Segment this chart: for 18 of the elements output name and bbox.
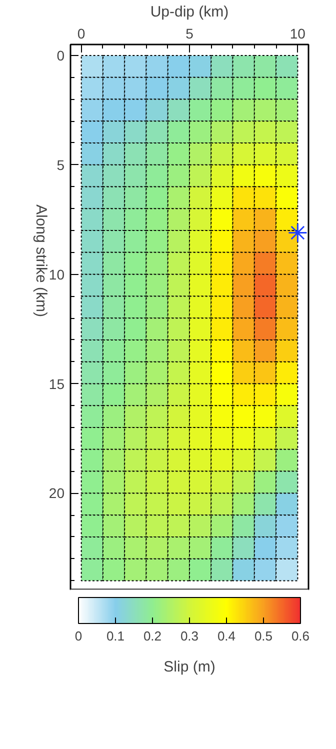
x-tick-label: 5 [186,26,194,42]
y-axis-title: Along strike (km) [32,204,50,318]
color-bar-label: 0.2 [143,628,162,644]
color-bar-label: 0 [74,628,82,644]
color-bar-label: 0.3 [180,628,199,644]
color-bar-title: Slip (m) [164,658,216,676]
color-bar-label: 0.1 [106,628,125,644]
color-bar-label: 0.4 [217,628,236,644]
y-tick-label: 10 [48,266,65,282]
x-tick-label: 10 [290,26,306,42]
x-tick-label: 0 [77,26,86,42]
y-tick-label: 0 [56,47,65,64]
x-axis-title: Up-dip (km) [150,4,229,20]
y-tick-label: 20 [48,485,65,502]
y-tick-label: 15 [48,376,65,392]
y-tick-label: 5 [56,156,65,173]
color-bar-label: 0.5 [254,628,273,644]
color-bar-label: 0.6 [291,628,310,644]
